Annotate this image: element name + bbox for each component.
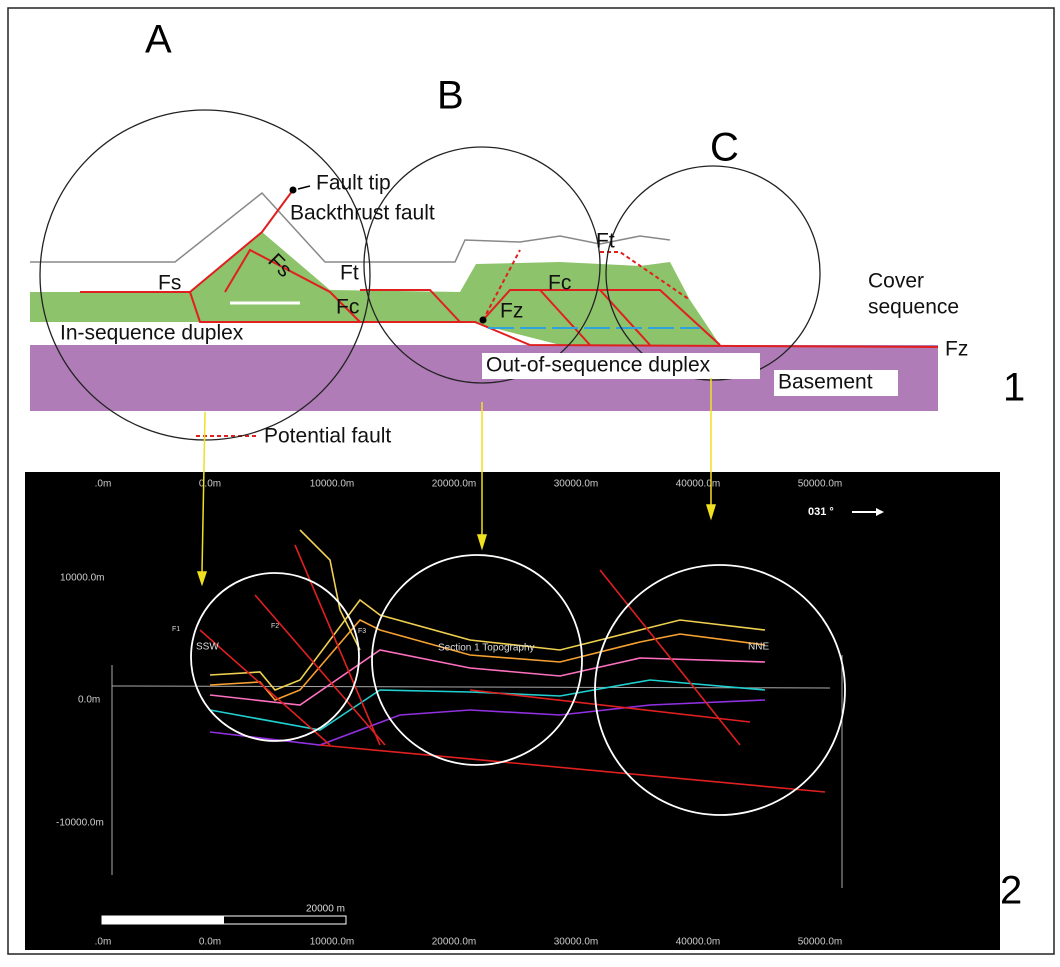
label: SSW [196, 642, 219, 653]
label: Ft [596, 230, 615, 253]
fault-tip-dot [290, 187, 297, 194]
azimuth: 031 ° [808, 506, 834, 518]
x-tick-label: 20000.0m [432, 479, 476, 490]
panel-number: 2 [1000, 869, 1022, 913]
label: Fc [548, 272, 571, 295]
x-tick-label: 0.0m [199, 937, 221, 948]
x-tick-label: .0m [95, 479, 112, 490]
y-tick-label: 10000.0m [60, 573, 104, 584]
x-tick-label: 10000.0m [310, 479, 354, 490]
x-tick-label: 30000.0m [554, 479, 598, 490]
circle-label: B [437, 74, 464, 118]
label: In-sequence duplex [60, 322, 244, 345]
panel-number: 1 [1003, 366, 1025, 410]
y-tick-label: 0.0m [78, 695, 100, 706]
label: Ft [340, 262, 359, 285]
fault-tip-dot [480, 317, 487, 324]
label: Fc [336, 296, 359, 319]
label: sequence [868, 296, 959, 319]
x-tick-label: 50000.0m [798, 937, 842, 948]
x-tick-label: 30000.0m [554, 937, 598, 948]
x-tick-label: .0m [95, 937, 112, 948]
x-tick-label: 40000.0m [676, 479, 720, 490]
label: Fs [158, 272, 181, 295]
seismic-panel [25, 472, 1000, 950]
x-tick-label: 10000.0m [310, 937, 354, 948]
x-tick-label: 0.0m [199, 479, 221, 490]
label: Fault tip [316, 172, 391, 195]
legend-label: Potential fault [264, 425, 391, 448]
label: Out-of-sequence duplex [486, 354, 711, 377]
label: Cover [868, 270, 924, 293]
x-tick-label: 50000.0m [798, 479, 842, 490]
label: F3 [358, 628, 366, 635]
label: Backthrust fault [290, 202, 435, 225]
scale-label: 20000 m [306, 904, 345, 915]
label: F2 [271, 623, 279, 630]
figure: A B C Fault tip Backthrust fault Fs Fs F… [0, 0, 1060, 962]
circle-label: C [710, 126, 739, 170]
y-tick-label: -10000.0m [56, 818, 104, 829]
label: NNE [748, 642, 769, 653]
label: Basement [778, 371, 873, 394]
label: Section 1 Topography [438, 643, 535, 654]
circle-label: A [145, 18, 172, 62]
label: Fz [500, 300, 523, 323]
label: Fz [945, 338, 968, 361]
label: F1 [172, 626, 180, 633]
scale-bar-fill [102, 916, 224, 924]
x-tick-label: 20000.0m [432, 937, 476, 948]
x-tick-label: 40000.0m [676, 937, 720, 948]
